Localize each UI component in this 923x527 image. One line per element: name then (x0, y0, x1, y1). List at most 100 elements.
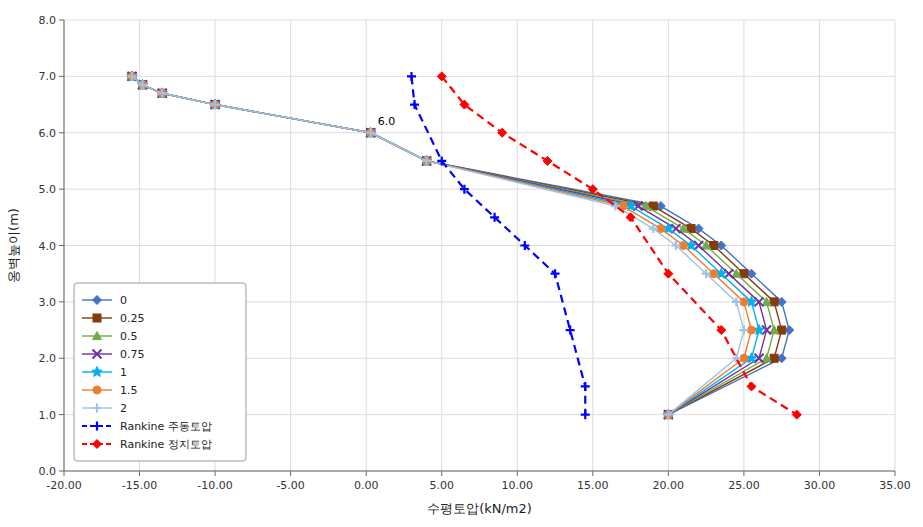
point (581, 410, 590, 419)
x-tick (895, 471, 896, 476)
point (437, 72, 446, 81)
y-tick (59, 471, 64, 472)
y-tick-label: 5.0 (39, 183, 57, 196)
x-tick (819, 471, 820, 476)
point (740, 298, 748, 306)
annotation: 6.0 (378, 115, 396, 128)
legend-label: 1 (120, 366, 127, 379)
legend-label: 0.5 (120, 330, 138, 343)
y-tick (59, 76, 64, 77)
point (210, 99, 220, 109)
legend-marker (93, 296, 102, 305)
point (664, 410, 673, 419)
point (490, 213, 499, 222)
grid-line-y (64, 132, 895, 133)
point (740, 270, 748, 278)
y-axis-line (64, 20, 65, 471)
grid (64, 20, 895, 471)
x-axis-line (64, 471, 895, 472)
point (422, 156, 431, 165)
x-axis-label: 수평토압(kN/m2) (427, 501, 532, 516)
legend-marker (93, 386, 101, 394)
x-tick (668, 471, 669, 476)
point (422, 156, 431, 165)
y-tick-label: 2.0 (39, 352, 57, 365)
legend-marker (92, 367, 102, 377)
legend-label: Rankine 주동토압 (120, 420, 212, 433)
point (747, 326, 755, 334)
legend-label: 0 (120, 294, 127, 307)
point (520, 241, 529, 250)
point (158, 89, 167, 98)
point (158, 89, 166, 97)
point (158, 89, 166, 97)
point (423, 157, 431, 165)
point (422, 156, 431, 164)
point (551, 269, 560, 278)
y-tick-label: 8.0 (39, 14, 57, 27)
x-tick (441, 471, 442, 476)
point (366, 128, 375, 137)
point (407, 72, 416, 81)
point (410, 100, 419, 109)
point (543, 156, 552, 165)
point (710, 242, 718, 250)
x-tick-label: -10.00 (197, 479, 232, 492)
grid-line-y (64, 20, 895, 21)
legend-label: 1.5 (120, 384, 138, 397)
point (747, 382, 756, 391)
series (407, 72, 590, 419)
legend-box (74, 283, 246, 461)
x-tick (517, 471, 518, 476)
x-tick (215, 471, 216, 476)
point (158, 89, 167, 98)
point (732, 297, 741, 306)
grid-line-y (64, 189, 895, 190)
x-tick-label: 25.00 (728, 479, 760, 492)
point (770, 354, 778, 362)
point (664, 269, 673, 278)
x-tick (366, 471, 367, 476)
point (137, 79, 147, 89)
point (739, 326, 748, 335)
point (423, 157, 431, 165)
legend-marker (93, 404, 102, 413)
x-tick-label: -15.00 (122, 479, 157, 492)
point (566, 326, 575, 335)
grid-line-y (64, 471, 895, 472)
point (762, 326, 771, 335)
point (679, 242, 687, 250)
point (588, 185, 597, 194)
y-tick (59, 358, 64, 359)
point (365, 127, 375, 137)
point (671, 241, 680, 250)
point (211, 100, 220, 108)
point (792, 410, 801, 419)
point (724, 269, 733, 278)
legend: 00.250.50.7511.52Rankine 주동토압Rankine 정지토… (74, 283, 246, 461)
legend-marker (93, 440, 102, 449)
point (367, 129, 375, 137)
point (498, 128, 507, 137)
point (422, 156, 431, 165)
legend-label: 0.75 (120, 348, 145, 361)
x-tick-label: 5.00 (429, 479, 454, 492)
axes: -20.00-15.00-10.00-5.000.005.0010.0015.0… (39, 14, 911, 492)
point (211, 100, 220, 109)
x-tick-label: 20.00 (653, 479, 685, 492)
grid-line-y (64, 76, 895, 77)
legend-marker (93, 422, 102, 431)
point (366, 128, 375, 137)
series (437, 72, 801, 419)
point (157, 88, 167, 98)
y-tick (59, 414, 64, 415)
point (626, 213, 635, 222)
point (755, 354, 764, 363)
point (460, 185, 469, 194)
x-tick-label: 30.00 (804, 479, 836, 492)
x-tick-label: -20.00 (46, 479, 81, 492)
point (138, 80, 147, 89)
y-axis-label: 옹벽높이(m) (6, 208, 21, 283)
point (649, 224, 658, 233)
legend-label: Rankine 정지토압 (120, 438, 212, 451)
